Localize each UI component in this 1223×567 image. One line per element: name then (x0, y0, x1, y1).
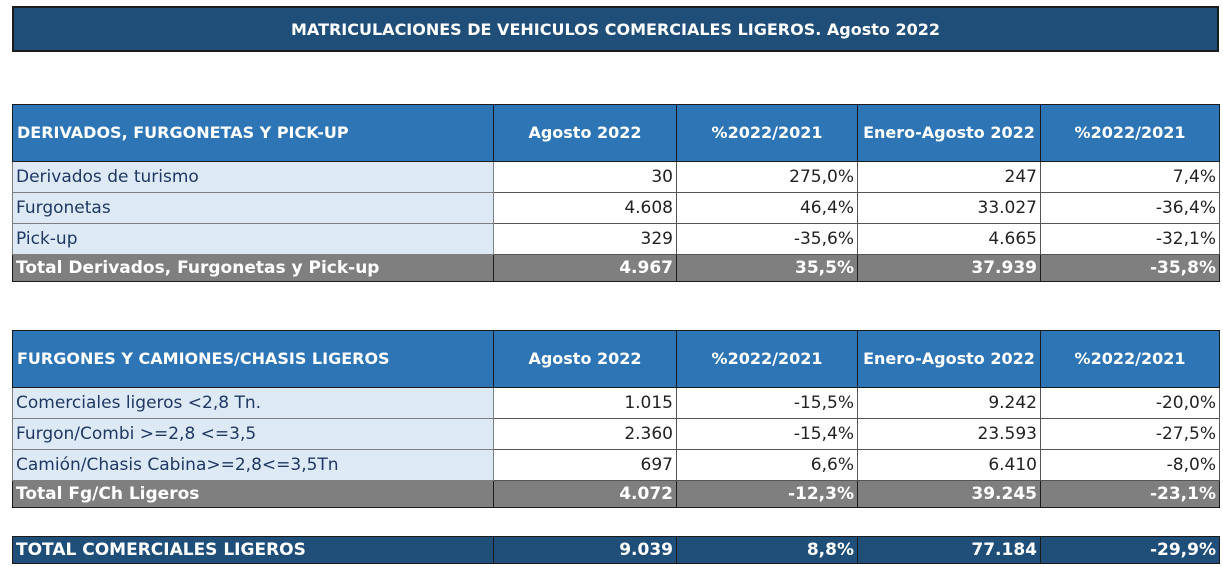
table-header-row: DERIVADOS, FURGONETAS Y PICK-UP Agosto 2… (12, 104, 1220, 162)
cell-ytd: 247 (857, 161, 1041, 193)
total-month-pct: 35,5% (676, 254, 858, 282)
table-row: Furgon/Combi >=2,8 <=3,5 2.360 -15,4% 23… (12, 418, 1220, 450)
furgones-table: FURGONES Y CAMIONES/CHASIS LIGEROS Agost… (12, 330, 1220, 508)
grand-total-table: TOTAL COMERCIALES LIGEROS 9.039 8,8% 77.… (12, 536, 1220, 564)
column-header-month: Agosto 2022 (493, 330, 677, 388)
grand-total-ytd: 77.184 (857, 536, 1041, 564)
cell-month-pct: -35,6% (676, 223, 858, 255)
cell-month-pct: 46,4% (676, 192, 858, 224)
grand-total-month-pct: 8,8% (676, 536, 858, 564)
cell-ytd-pct: -27,5% (1040, 418, 1220, 450)
total-label: Total Fg/Ch Ligeros (12, 480, 494, 508)
row-label: Pick-up (12, 223, 494, 255)
column-header-month-pct: %2022/2021 (676, 330, 858, 388)
grand-total-ytd-pct: -29,9% (1040, 536, 1220, 564)
cell-month-pct: -15,5% (676, 387, 858, 419)
row-label: Furgonetas (12, 192, 494, 224)
cell-ytd: 23.593 (857, 418, 1041, 450)
column-header-ytd-pct: %2022/2021 (1040, 330, 1220, 388)
grand-total-label: TOTAL COMERCIALES LIGEROS (12, 536, 494, 564)
cell-ytd: 9.242 (857, 387, 1041, 419)
table-row: Furgonetas 4.608 46,4% 33.027 -36,4% (12, 192, 1220, 224)
cell-ytd: 4.665 (857, 223, 1041, 255)
row-label: Camión/Chasis Cabina>=2,8<=3,5Tn (12, 449, 494, 481)
cell-ytd-pct: -8,0% (1040, 449, 1220, 481)
report-title: MATRICULACIONES DE VEHICULOS COMERCIALES… (12, 6, 1219, 52)
cell-ytd-pct: 7,4% (1040, 161, 1220, 193)
total-month-pct: -12,3% (676, 480, 858, 508)
cell-ytd-pct: -36,4% (1040, 192, 1220, 224)
row-label: Furgon/Combi >=2,8 <=3,5 (12, 418, 494, 450)
cell-month: 1.015 (493, 387, 677, 419)
total-month: 4.072 (493, 480, 677, 508)
cell-month-pct: -15,4% (676, 418, 858, 450)
cell-month: 30 (493, 161, 677, 193)
derivados-table: DERIVADOS, FURGONETAS Y PICK-UP Agosto 2… (12, 104, 1220, 282)
cell-month-pct: 275,0% (676, 161, 858, 193)
column-header-ytd: Enero-Agosto 2022 (857, 104, 1041, 162)
cell-month: 2.360 (493, 418, 677, 450)
column-header-category: DERIVADOS, FURGONETAS Y PICK-UP (12, 104, 494, 162)
row-label: Derivados de turismo (12, 161, 494, 193)
column-header-month: Agosto 2022 (493, 104, 677, 162)
total-row: Total Derivados, Furgonetas y Pick-up 4.… (12, 254, 1220, 282)
table-row: Pick-up 329 -35,6% 4.665 -32,1% (12, 223, 1220, 255)
grand-total-row: TOTAL COMERCIALES LIGEROS 9.039 8,8% 77.… (12, 536, 1220, 564)
total-ytd: 39.245 (857, 480, 1041, 508)
total-ytd: 37.939 (857, 254, 1041, 282)
total-label: Total Derivados, Furgonetas y Pick-up (12, 254, 494, 282)
cell-month-pct: 6,6% (676, 449, 858, 481)
column-header-month-pct: %2022/2021 (676, 104, 858, 162)
table-row: Comerciales ligeros <2,8 Tn. 1.015 -15,5… (12, 387, 1220, 419)
cell-ytd: 33.027 (857, 192, 1041, 224)
column-header-ytd: Enero-Agosto 2022 (857, 330, 1041, 388)
total-ytd-pct: -23,1% (1040, 480, 1220, 508)
column-header-category: FURGONES Y CAMIONES/CHASIS LIGEROS (12, 330, 494, 388)
column-header-ytd-pct: %2022/2021 (1040, 104, 1220, 162)
total-month: 4.967 (493, 254, 677, 282)
table-header-row: FURGONES Y CAMIONES/CHASIS LIGEROS Agost… (12, 330, 1220, 388)
cell-ytd-pct: -20,0% (1040, 387, 1220, 419)
total-ytd-pct: -35,8% (1040, 254, 1220, 282)
grand-total-month: 9.039 (493, 536, 677, 564)
table-row: Derivados de turismo 30 275,0% 247 7,4% (12, 161, 1220, 193)
cell-ytd-pct: -32,1% (1040, 223, 1220, 255)
total-row: Total Fg/Ch Ligeros 4.072 -12,3% 39.245 … (12, 480, 1220, 508)
cell-month: 329 (493, 223, 677, 255)
cell-month: 697 (493, 449, 677, 481)
cell-ytd: 6.410 (857, 449, 1041, 481)
cell-month: 4.608 (493, 192, 677, 224)
table-row: Camión/Chasis Cabina>=2,8<=3,5Tn 697 6,6… (12, 449, 1220, 481)
row-label: Comerciales ligeros <2,8 Tn. (12, 387, 494, 419)
